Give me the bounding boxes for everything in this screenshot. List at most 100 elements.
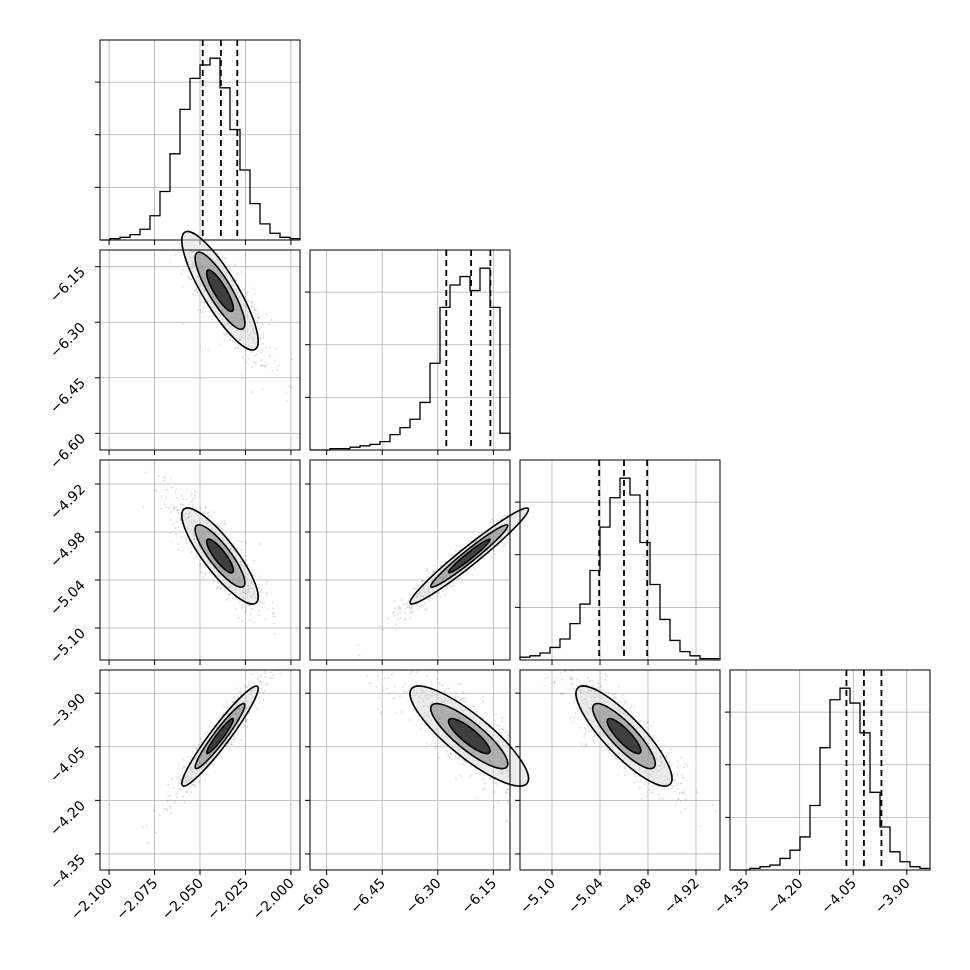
scatter-point <box>271 615 274 618</box>
scatter-point <box>399 607 402 610</box>
x-tick-label: −2.100 <box>68 876 116 924</box>
scatter-point <box>521 757 523 759</box>
scatter-point <box>175 224 177 226</box>
scatter-point <box>521 526 523 528</box>
scatter-point <box>203 732 206 735</box>
scatter-point <box>547 804 549 806</box>
scatter-point <box>444 689 447 692</box>
scatter-point <box>646 721 649 724</box>
x-tick-label: −2.000 <box>250 876 298 924</box>
scatter-point <box>177 549 180 552</box>
scatter-point <box>253 308 256 311</box>
scatter-point <box>390 673 393 676</box>
scatter-point <box>166 809 169 812</box>
scatter-point <box>176 238 178 240</box>
scatter-point <box>208 724 211 727</box>
scatter-point <box>168 213 170 215</box>
scatter-point <box>175 777 178 780</box>
scatter-point <box>472 705 475 708</box>
scatter-point <box>160 228 162 230</box>
scatter-point <box>181 285 184 288</box>
scatter-point <box>415 603 418 606</box>
scatter-point <box>167 198 169 200</box>
scatter-point <box>491 519 494 522</box>
scatter-point <box>204 778 207 781</box>
scatter-point <box>529 835 531 837</box>
scatter-point <box>436 678 439 681</box>
scatter-panel-3-0: −2.100−2.075−2.050−2.025−2.000 −4.35 −4.20… <box>47 669 301 924</box>
scatter-point <box>183 801 186 804</box>
scatter-point <box>173 802 176 805</box>
x-tick-label: −4.20 <box>765 876 807 918</box>
scatter-point <box>410 611 413 614</box>
scatter-point <box>375 662 377 664</box>
scatter-point <box>490 555 493 558</box>
scatter-point <box>430 743 433 746</box>
scatter-point <box>433 742 436 745</box>
scatter-point <box>621 761 624 764</box>
scatter-point <box>677 766 680 769</box>
scatter-point <box>417 607 420 610</box>
scatter-point <box>534 508 536 510</box>
scatter-point <box>524 520 526 522</box>
scatter-point <box>683 788 686 791</box>
scatter-point <box>573 698 576 701</box>
scatter-point <box>503 514 506 517</box>
scatter-point <box>562 693 565 696</box>
scatter-point <box>195 230 197 232</box>
scatter-point <box>160 495 163 498</box>
scatter-point <box>561 678 564 681</box>
scatter-point <box>554 680 557 683</box>
y-tick-label: −4.20 <box>47 798 89 840</box>
scatter-point <box>403 689 406 692</box>
scatter-point <box>415 671 418 674</box>
scatter-point <box>657 793 660 796</box>
scatter-point <box>469 764 472 767</box>
scatter-point <box>176 543 179 546</box>
scatter-point <box>274 359 277 362</box>
scatter-point <box>531 508 533 510</box>
scatter-point <box>247 299 250 302</box>
scatter-point <box>156 491 159 494</box>
scatter-point <box>260 602 263 605</box>
scatter-point <box>285 391 288 394</box>
scatter-point <box>158 813 161 816</box>
scatter-point <box>650 724 653 727</box>
scatter-point <box>235 272 238 275</box>
scatter-panel-3-1: −6.60 −6.45 −6.30 −6.15 <box>292 661 549 917</box>
scatter-point <box>481 701 484 704</box>
scatter-point <box>235 279 238 282</box>
scatter-point <box>377 707 380 710</box>
scatter-point <box>644 795 647 798</box>
scatter-point <box>532 793 534 795</box>
scatter-point <box>425 570 428 573</box>
scatter-point <box>201 311 204 314</box>
scatter-point <box>530 507 532 509</box>
scatter-point <box>539 807 541 809</box>
scatter-point <box>194 288 197 291</box>
scatter-point <box>555 676 558 679</box>
scatter-point <box>502 544 505 547</box>
scatter-point <box>535 780 537 782</box>
scatter-point <box>177 775 180 778</box>
scatter-point <box>262 336 265 339</box>
scatter-point <box>263 365 266 368</box>
scatter-point <box>264 617 267 620</box>
scatter-point <box>254 313 257 316</box>
y-tick-label: −4.35 <box>47 851 89 893</box>
scatter-point <box>673 778 676 781</box>
scatter-point <box>263 602 266 605</box>
scatter-point <box>409 611 412 614</box>
scatter-point <box>241 604 244 607</box>
scatter-point <box>263 670 266 673</box>
scatter-point <box>179 222 181 224</box>
scatter-point <box>252 559 255 562</box>
scatter-point <box>358 654 361 657</box>
density-contour-2 <box>205 538 235 574</box>
scatter-point <box>399 661 401 663</box>
y-tick-label: −4.05 <box>47 744 89 786</box>
scatter-point <box>500 720 503 723</box>
scatter-point <box>438 682 441 685</box>
scatter-point <box>398 605 401 608</box>
scatter-point <box>179 236 181 238</box>
